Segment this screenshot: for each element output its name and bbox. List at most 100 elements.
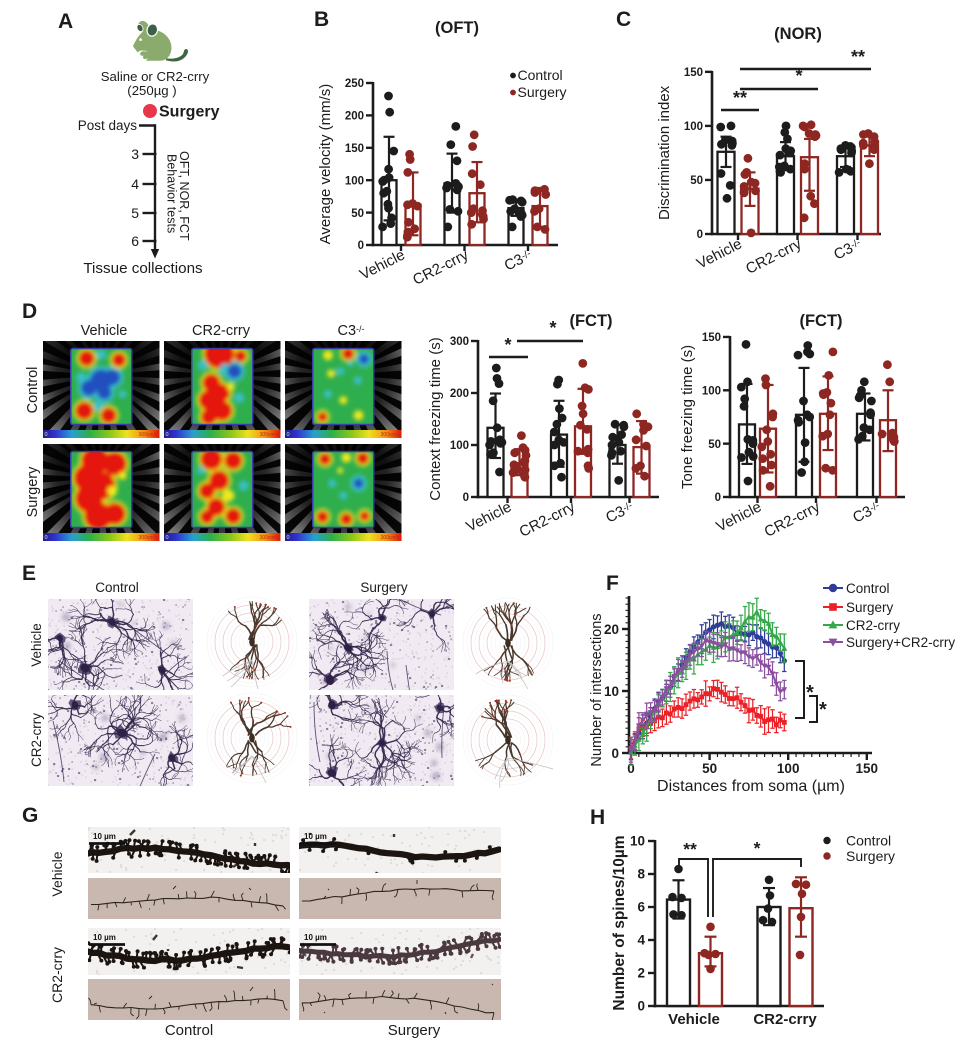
svg-text:CR2-crry: CR2-crry	[49, 947, 65, 1003]
svg-text:50: 50	[690, 175, 703, 187]
svg-text:300cm/s: 300cm/s	[260, 432, 279, 438]
svg-text:Control: Control	[165, 1022, 213, 1039]
svg-text:0: 0	[697, 229, 703, 241]
svg-text:Tone freezing time (s): Tone freezing time (s)	[679, 345, 696, 489]
svg-text:6: 6	[131, 233, 139, 249]
svg-text:150: 150	[345, 143, 364, 155]
svg-text:4: 4	[637, 933, 645, 948]
svg-text:Control: Control	[25, 367, 41, 414]
svg-text:*: *	[819, 699, 827, 721]
svg-text:E: E	[22, 562, 36, 585]
svg-text:CR2-crry: CR2-crry	[517, 498, 579, 541]
svg-text:**: **	[683, 839, 697, 859]
svg-text:Vehicle: Vehicle	[29, 623, 44, 667]
svg-text:8: 8	[637, 867, 645, 882]
svg-text:Context freezing time (s): Context freezing time (s)	[427, 337, 444, 500]
svg-text:Number of intersections: Number of intersections	[589, 613, 605, 766]
svg-text:10 µm: 10 µm	[93, 832, 116, 841]
svg-text:100: 100	[684, 121, 703, 133]
svg-text:CR2-crry: CR2-crry	[753, 1011, 817, 1028]
svg-text:3: 3	[131, 146, 139, 162]
svg-text:Vehicle: Vehicle	[713, 498, 764, 535]
svg-text:0: 0	[287, 432, 290, 438]
svg-text:0: 0	[287, 535, 290, 541]
svg-text:300: 300	[450, 336, 469, 348]
svg-text:*: *	[549, 318, 556, 338]
svg-text:Number of spines/10µm: Number of spines/10µm	[611, 835, 628, 1010]
svg-text:Surgery: Surgery	[360, 580, 408, 595]
svg-text:Surgery: Surgery	[518, 84, 567, 100]
svg-text:Post days: Post days	[78, 118, 138, 133]
svg-text:Average velocity (mm/s): Average velocity (mm/s)	[317, 84, 334, 245]
svg-text:(NOR): (NOR)	[774, 25, 822, 43]
svg-text:(OFT): (OFT)	[435, 19, 479, 37]
svg-text:(250µg ): (250µg )	[127, 83, 176, 98]
svg-text:Control: Control	[518, 67, 563, 83]
svg-text:(FCT): (FCT)	[569, 312, 612, 330]
svg-text:300cm/s: 300cm/s	[381, 535, 400, 541]
svg-text:Saline or CR2-crry: Saline or CR2-crry	[101, 69, 210, 84]
svg-text:Distances from soma (µm): Distances from soma (µm)	[657, 778, 845, 795]
svg-text:*: *	[795, 66, 802, 86]
svg-text:OFT, NOR, FCT: OFT, NOR, FCT	[177, 151, 191, 241]
svg-text:*: *	[754, 838, 761, 858]
svg-text:2: 2	[637, 966, 645, 981]
svg-text:300cm/s: 300cm/s	[381, 432, 400, 438]
svg-text:Surgery: Surgery	[25, 466, 41, 518]
svg-text:0: 0	[45, 535, 48, 541]
svg-text:G: G	[22, 804, 38, 827]
svg-text:F: F	[606, 572, 619, 595]
svg-text:100: 100	[777, 761, 800, 776]
svg-text:50: 50	[708, 439, 721, 451]
svg-text:CR2-crry: CR2-crry	[29, 713, 44, 767]
svg-text:10 µm: 10 µm	[304, 832, 327, 841]
svg-text:0: 0	[358, 240, 364, 252]
svg-text:0: 0	[463, 492, 469, 504]
svg-text:A: A	[58, 10, 73, 33]
svg-text:**: **	[851, 47, 865, 67]
svg-text:300cm/s: 300cm/s	[139, 535, 158, 541]
svg-text:Control: Control	[846, 581, 890, 596]
svg-text:CR2-crry: CR2-crry	[192, 323, 251, 339]
svg-text:200: 200	[450, 388, 469, 400]
svg-text:Surgery: Surgery	[388, 1022, 441, 1039]
svg-text:10 µm: 10 µm	[304, 933, 327, 942]
svg-text:50: 50	[702, 761, 717, 776]
svg-text:6: 6	[637, 900, 645, 915]
svg-text:50: 50	[351, 208, 364, 220]
svg-text:Vehicle: Vehicle	[463, 498, 514, 535]
svg-text:0: 0	[166, 432, 169, 438]
svg-text:*: *	[504, 335, 511, 355]
svg-text:20: 20	[604, 622, 619, 637]
svg-text:Surgery+CR2-crry: Surgery+CR2-crry	[846, 635, 955, 650]
svg-text:10: 10	[630, 834, 645, 849]
svg-text:Surgery: Surgery	[846, 600, 894, 615]
svg-text:0: 0	[627, 761, 635, 776]
svg-text:0: 0	[166, 535, 169, 541]
svg-text:C3-/-: C3-/-	[502, 246, 535, 274]
svg-text:Discrimination index: Discrimination index	[656, 85, 673, 220]
svg-text:Control: Control	[95, 580, 139, 595]
svg-text:0: 0	[637, 999, 645, 1014]
svg-text:0: 0	[611, 746, 619, 761]
svg-text:CR2-crry: CR2-crry	[846, 618, 900, 633]
svg-text:H: H	[590, 806, 605, 829]
svg-text:C3-/-: C3-/-	[337, 323, 364, 339]
svg-text:100: 100	[702, 386, 721, 398]
svg-text:(FCT): (FCT)	[799, 312, 842, 330]
svg-text:**: **	[733, 88, 747, 108]
svg-text:Vehicle: Vehicle	[81, 323, 128, 339]
svg-text:Vehicle: Vehicle	[49, 851, 65, 896]
svg-text:CR2-crry: CR2-crry	[743, 235, 805, 278]
svg-text:150: 150	[856, 761, 879, 776]
svg-text:C3-/-: C3-/-	[603, 498, 636, 526]
svg-text:5: 5	[131, 205, 139, 221]
svg-text:Vehicle: Vehicle	[357, 246, 408, 283]
svg-text:Surgery: Surgery	[846, 848, 895, 864]
svg-text:0: 0	[45, 432, 48, 438]
svg-text:200: 200	[345, 111, 364, 123]
svg-text:*: *	[806, 682, 814, 704]
svg-text:CR2-crry: CR2-crry	[410, 246, 472, 289]
svg-text:100: 100	[345, 175, 364, 187]
svg-text:0: 0	[715, 492, 721, 504]
